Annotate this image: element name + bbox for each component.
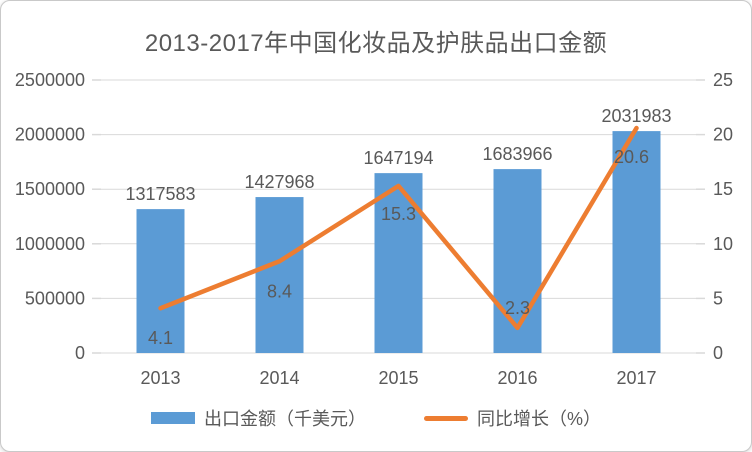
- bar-2017: [612, 131, 661, 353]
- chart-title: 2013-2017年中国化妆品及护肤品出口金额: [144, 30, 608, 57]
- left-axis-tick-label: 1500000: [15, 179, 85, 199]
- bar-2013: [136, 209, 185, 353]
- line-series-swatch-icon: [423, 415, 468, 421]
- bar-value-label: 1683966: [482, 144, 552, 164]
- x-axis-category-label: 2016: [497, 368, 537, 388]
- right-axis-tick-label: 0: [713, 343, 723, 363]
- bar-2015: [374, 173, 423, 353]
- legend-item-export-amount: 出口金额（千美元）: [150, 405, 366, 431]
- bar-2014: [255, 197, 304, 353]
- left-axis-tick-label: 2000000: [15, 125, 85, 145]
- legend-label-export-amount: 出口金额（千美元）: [203, 409, 366, 429]
- x-axis-category-label: 2017: [616, 368, 656, 388]
- right-axis-tick-label: 5: [713, 288, 723, 308]
- bar-value-label: 1317583: [125, 184, 195, 204]
- left-axis-tick-label: 2500000: [15, 70, 85, 90]
- bar-value-label: 1427968: [244, 172, 314, 192]
- growth-line: [158, 125, 639, 331]
- chart-legend: 出口金额（千美元） 同比增长（%）: [1, 405, 751, 431]
- legend-item-yoy-growth: 同比增长（%）: [423, 405, 601, 431]
- x-axis-category-label: 2015: [378, 368, 418, 388]
- left-axis-tick-label: 1000000: [15, 234, 85, 254]
- bar-value-label: 2031983: [601, 106, 671, 126]
- right-axis-tick-label: 25: [713, 70, 733, 90]
- bar-value-label: 1647194: [363, 148, 433, 168]
- right-axis-tick-label: 15: [713, 179, 733, 199]
- right-axis-tick-label: 20: [713, 125, 733, 145]
- x-axis-category-label: 2014: [259, 368, 299, 388]
- left-axis-tick-label: 500000: [25, 288, 85, 308]
- legend-label-yoy-growth: 同比增长（%）: [476, 409, 601, 429]
- right-axis-tick-label: 10: [713, 234, 733, 254]
- x-axis-category-label: 2013: [140, 368, 180, 388]
- bar-2016: [493, 169, 542, 353]
- line-value-label: 4.1: [148, 328, 173, 348]
- bar-series-swatch-icon: [150, 412, 195, 424]
- line-value-label: 15.3: [381, 204, 416, 224]
- line-value-label: 20.6: [614, 147, 649, 167]
- line-value-label: 8.4: [267, 281, 292, 301]
- line-value-label: 2.3: [505, 298, 530, 318]
- left-axis-tick-label: 0: [75, 343, 85, 363]
